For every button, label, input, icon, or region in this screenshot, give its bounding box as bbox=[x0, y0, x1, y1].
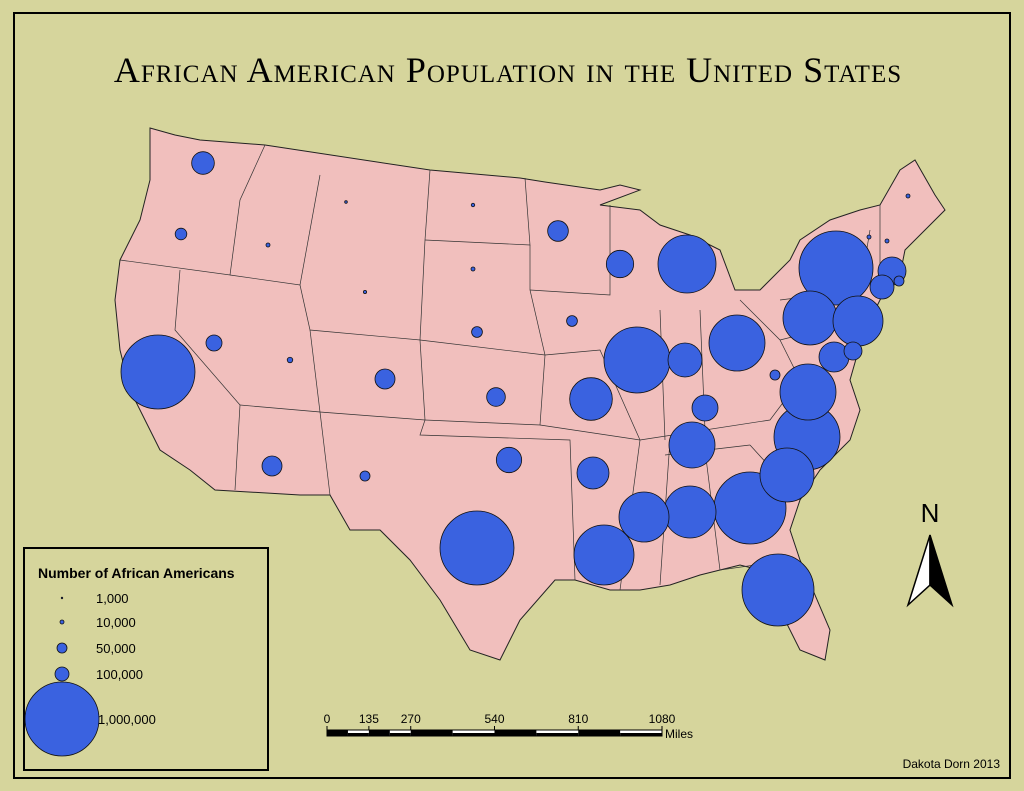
population-bubble bbox=[174, 227, 188, 241]
population-bubble bbox=[576, 456, 610, 490]
legend-symbol bbox=[56, 642, 68, 654]
population-bubble bbox=[344, 200, 348, 204]
map-title: African American Population in the Unite… bbox=[114, 50, 902, 90]
population-bubble bbox=[782, 290, 838, 346]
population-bubble bbox=[818, 341, 850, 373]
frame bbox=[13, 12, 1011, 779]
legend-label: 100,000 bbox=[96, 667, 143, 682]
population-bubble bbox=[495, 446, 523, 474]
population-bubble bbox=[573, 524, 635, 586]
scale-tick-label: 540 bbox=[484, 712, 504, 726]
scale-unit: Miles bbox=[665, 727, 693, 741]
population-bubble bbox=[798, 230, 874, 306]
population-bubble bbox=[569, 377, 613, 421]
scale-bar-segment bbox=[620, 733, 662, 736]
population-bubble bbox=[769, 369, 781, 381]
scale-bar-segment bbox=[327, 730, 348, 736]
population-bubble bbox=[470, 202, 476, 208]
population-bubble bbox=[668, 421, 716, 469]
population-bubble bbox=[779, 363, 837, 421]
scale-tick-label: 270 bbox=[401, 712, 421, 726]
population-bubble bbox=[120, 334, 196, 410]
legend-symbol bbox=[54, 666, 70, 682]
legend-label: 1,000,000 bbox=[98, 712, 156, 727]
legend-symbol bbox=[24, 681, 100, 757]
population-bubble bbox=[374, 368, 396, 390]
population-bubble bbox=[869, 274, 895, 300]
population-bubble bbox=[191, 151, 215, 175]
population-bubble bbox=[265, 242, 271, 248]
scale-bar-segment bbox=[347, 733, 369, 736]
scale-tick-label: 135 bbox=[359, 712, 379, 726]
legend-title: Number of African Americans bbox=[38, 565, 235, 581]
scale-bar-segment bbox=[452, 733, 495, 736]
population-bubble bbox=[618, 491, 670, 543]
scale-bar-segment bbox=[494, 730, 537, 736]
legend-symbol bbox=[60, 596, 64, 600]
population-bubble bbox=[893, 275, 905, 287]
population-bubble bbox=[205, 334, 223, 352]
population-bubble bbox=[657, 234, 717, 294]
population-bubble bbox=[362, 289, 367, 294]
population-bubble bbox=[470, 266, 476, 272]
scale-tick-label: 0 bbox=[324, 712, 331, 726]
population-bubble bbox=[605, 249, 635, 279]
scale-tick-label: 1080 bbox=[649, 712, 676, 726]
population-bubble bbox=[359, 470, 371, 482]
population-bubble bbox=[843, 341, 863, 361]
legend-symbol bbox=[59, 619, 65, 625]
legend-label: 10,000 bbox=[96, 615, 136, 630]
legend-label: 1,000 bbox=[96, 591, 129, 606]
population-bubble bbox=[566, 315, 578, 327]
credit: Dakota Dorn 2013 bbox=[903, 757, 1001, 771]
population-bubble bbox=[439, 510, 515, 586]
north-arrow: N bbox=[906, 498, 954, 608]
population-bubble bbox=[884, 238, 890, 244]
population-bubble bbox=[905, 193, 911, 199]
population-bubble bbox=[691, 394, 719, 422]
scale-bar-segment bbox=[410, 730, 453, 736]
scale-bar-segment bbox=[368, 730, 390, 736]
population-bubble bbox=[866, 234, 872, 240]
population-bubble bbox=[667, 342, 703, 378]
population-bubble bbox=[603, 326, 671, 394]
population-bubble bbox=[741, 553, 815, 627]
population-bubble bbox=[471, 326, 483, 338]
population-bubble bbox=[261, 455, 283, 477]
scale-bar-segment bbox=[389, 733, 411, 736]
legend-label: 50,000 bbox=[96, 641, 136, 656]
scale-tick-label: 810 bbox=[568, 712, 588, 726]
scale-bar-segment bbox=[536, 733, 579, 736]
scale-bar-segment bbox=[578, 730, 621, 736]
population-bubble bbox=[286, 356, 294, 364]
north-label: N bbox=[921, 498, 940, 528]
population-bubble bbox=[547, 220, 569, 242]
population-bubble bbox=[708, 314, 766, 372]
population-bubble bbox=[486, 387, 506, 407]
population-bubble bbox=[759, 447, 815, 503]
population-bubble bbox=[832, 295, 884, 347]
population-bubble bbox=[663, 485, 717, 539]
